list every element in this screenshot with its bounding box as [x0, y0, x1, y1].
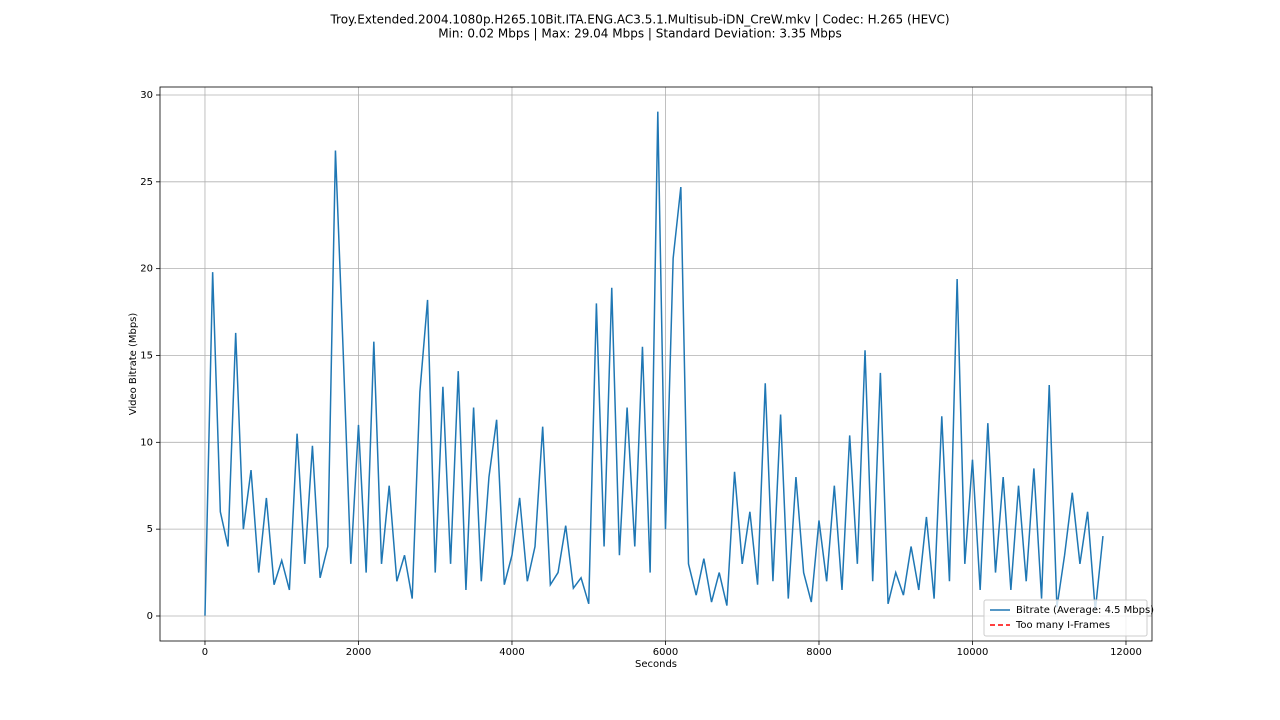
x-tick-label: 6000 [653, 647, 678, 658]
y-tick-label: 10 [140, 437, 153, 448]
axes-frame [159, 86, 1153, 642]
y-tick-label: 25 [140, 177, 153, 188]
line-series [204, 111, 1104, 616]
chart-subtitle: Min: 0.02 Mbps | Max: 29.04 Mbps | Stand… [438, 27, 842, 41]
x-tick-label: 10000 [957, 647, 989, 658]
y-tick-label: 5 [147, 524, 153, 535]
y-tick-label: 0 [147, 611, 153, 622]
legend-label: Bitrate (Average: 4.5 Mbps) [1016, 605, 1154, 616]
legend-label: Too many I-Frames [1015, 620, 1110, 631]
x-tick-label: 8000 [806, 647, 831, 658]
chart-title: Troy.Extended.2004.1080p.H265.10Bit.ITA.… [329, 13, 949, 27]
x-tick-label: 4000 [499, 647, 524, 658]
x-tick-label: 2000 [346, 647, 371, 658]
y-axis-label: Video Bitrate (Mbps) [128, 313, 139, 416]
x-tick-label: 0 [202, 647, 208, 658]
x-tick-label: 12000 [1110, 647, 1142, 658]
y-tick-label: 30 [140, 90, 153, 101]
legend-box [983, 599, 1148, 637]
x-axis-label: Seconds [635, 659, 677, 670]
y-tick-label: 15 [140, 350, 153, 361]
y-tick-label: 20 [140, 264, 153, 275]
